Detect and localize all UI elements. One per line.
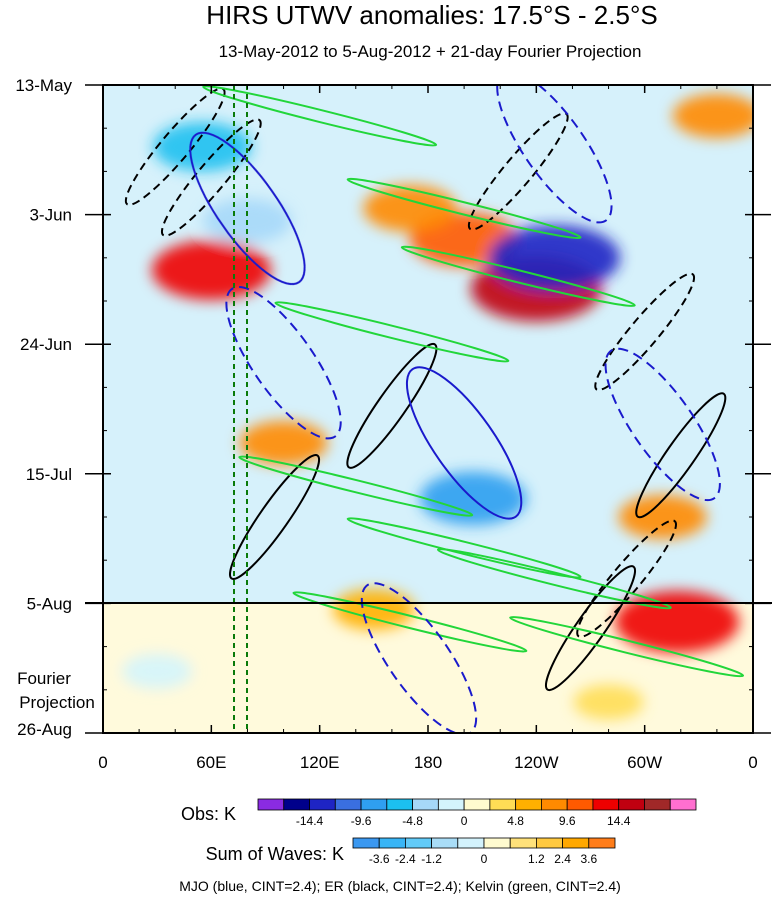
er-contour-3	[635, 392, 727, 519]
obsbar-swatch-0	[257, 798, 285, 811]
wavebar-swatch-1	[378, 837, 406, 849]
anomaly-blob-8	[618, 494, 707, 540]
x-tick-label-0: 0	[98, 753, 107, 772]
anomaly-blob-6	[488, 224, 621, 291]
er-contour-2	[594, 272, 696, 392]
obsbar-swatch-9	[489, 798, 517, 811]
wavebar-tick-4: 1.2	[528, 852, 545, 866]
wavebar-swatch-2	[404, 837, 432, 849]
kelvin-contour-8	[509, 615, 745, 678]
chart-title: HIRS UTWV anomalies: 17.5°S - 2.5°S	[206, 0, 657, 30]
wavebar-tick-6: 3.6	[580, 852, 597, 866]
y-tick-label-1: 3-Jun	[29, 206, 72, 225]
obsbar-tick-5: 9.6	[559, 814, 576, 828]
obsbar-swatch-8	[463, 798, 491, 811]
wavebar-swatch-3	[431, 837, 459, 849]
er-contour-1	[160, 118, 262, 237]
y-tick-label-3: 15-Jul	[26, 465, 72, 484]
obsbar-swatch-16	[669, 798, 697, 811]
waves-colorbar-label: Sum of Waves: K	[206, 844, 344, 864]
mjo-contour-2	[496, 85, 613, 224]
x-tick-label-1: 60E	[196, 753, 226, 772]
wavebar-swatch-5	[483, 837, 511, 849]
er-contour-5	[229, 454, 321, 580]
obsbar-swatch-6	[412, 798, 439, 811]
wavebar-tick-0: -3.6	[369, 852, 390, 866]
wavebar-swatch-0	[352, 837, 380, 849]
x-tick-label-4: 120W	[514, 753, 558, 772]
wave-legend-text: MJO (blue, CINT=2.4); ER (black, CINT=2.…	[179, 878, 621, 894]
er-contour-8	[544, 565, 637, 692]
obsbar-swatch-11	[541, 798, 568, 811]
mjo-contour-1	[405, 366, 523, 520]
wavebar-tick-3: 0	[481, 852, 488, 866]
y-tick-label-2: 24-Jun	[20, 335, 72, 354]
obsbar-swatch-15	[644, 798, 671, 811]
kelvin-contour-1	[346, 177, 582, 240]
x-tick-label-5: 60W	[627, 753, 662, 772]
wavebar-swatch-8	[562, 837, 590, 849]
obsbar-swatch-12	[566, 798, 594, 811]
anomaly-blob-13	[122, 653, 193, 689]
er-contour-4	[576, 519, 677, 638]
obsbar-swatch-1	[283, 798, 310, 811]
er-contour-6	[346, 342, 438, 469]
wavebar-swatch-7	[536, 837, 564, 849]
obsbar-swatch-14	[618, 798, 645, 811]
kelvin-contour-6	[436, 548, 672, 610]
chart-subtitle: 13-May-2012 to 5-Aug-2012 + 21-day Fouri…	[219, 42, 642, 61]
x-tick-label-3: 180	[414, 753, 442, 772]
axes: 0 60E 120E 180 120W 60W 0 13-May 3-Jun 24-Jun 15-J…	[15, 76, 771, 772]
projection-label-line2: Projection	[19, 693, 95, 712]
obsbar-swatch-13	[592, 798, 620, 811]
mjo-contour-3	[604, 347, 721, 502]
wavebar-tick-5: 2.4	[554, 852, 571, 866]
mjo-contour-0	[225, 286, 342, 440]
obsbar-tick-1: -9.6	[351, 814, 372, 828]
obsbar-swatch-2	[309, 798, 336, 811]
wavebar-tick-1: -2.4	[395, 852, 416, 866]
obsbar-swatch-5	[386, 798, 413, 811]
kelvin-contour-5	[346, 517, 582, 579]
anomaly-blob-11	[672, 93, 753, 138]
anomaly-blob-9	[239, 420, 328, 466]
anomaly-blob-5	[153, 122, 252, 172]
obsbar-tick-4: 4.8	[507, 814, 524, 828]
anomaly-blob-12	[332, 589, 415, 631]
obsbar-tick-0: -14.4	[296, 814, 324, 828]
y-tick-label-5: 26-Aug	[17, 720, 72, 739]
obsbar-swatch-7	[437, 798, 465, 811]
kelvin-contour-7	[292, 591, 528, 653]
y-tick-label-0: 13-May	[15, 76, 72, 95]
x-tick-label-6: 0	[748, 753, 757, 772]
kelvin-contour-0	[202, 85, 438, 147]
kelvin-contour-3	[400, 245, 636, 307]
wavebar-tick-2: -1.2	[421, 852, 442, 866]
kelvin-contour-2	[274, 301, 510, 363]
y-tick-label-4: 5-Aug	[27, 594, 72, 613]
wavebar-swatch-4	[457, 837, 485, 849]
plot-area	[103, 85, 753, 733]
anomaly-blob-1	[151, 240, 271, 300]
obsbar-tick-2: -4.8	[402, 814, 423, 828]
wavebar-swatch-6	[509, 837, 537, 849]
obs-colorbar: -14.4 -9.6 -4.8 0 4.8 9.6 14.4	[257, 798, 697, 828]
obsbar-swatch-10	[515, 798, 542, 811]
mjo-contour-4	[189, 131, 306, 286]
obsbar-tick-3: 0	[461, 814, 468, 828]
wave-contours	[124, 85, 745, 733]
anomaly-blob-4	[363, 185, 457, 232]
obs-colorbar-label: Obs: K	[181, 804, 236, 824]
anomaly-blob-2	[615, 590, 740, 653]
wavebar-swatch-9	[588, 837, 616, 849]
anomaly-blob-14	[573, 684, 644, 720]
waves-colorbar: -3.6 -2.4 -1.2 0 1.2 2.4 3.6	[352, 837, 616, 866]
kelvin-contour-4	[238, 455, 474, 517]
x-tick-label-2: 120E	[300, 753, 340, 772]
obsbar-tick-6: 14.4	[607, 814, 631, 828]
projection-label-line1: Fourier	[17, 669, 71, 688]
obsbar-swatch-3	[334, 798, 362, 811]
obsbar-swatch-4	[360, 798, 388, 811]
